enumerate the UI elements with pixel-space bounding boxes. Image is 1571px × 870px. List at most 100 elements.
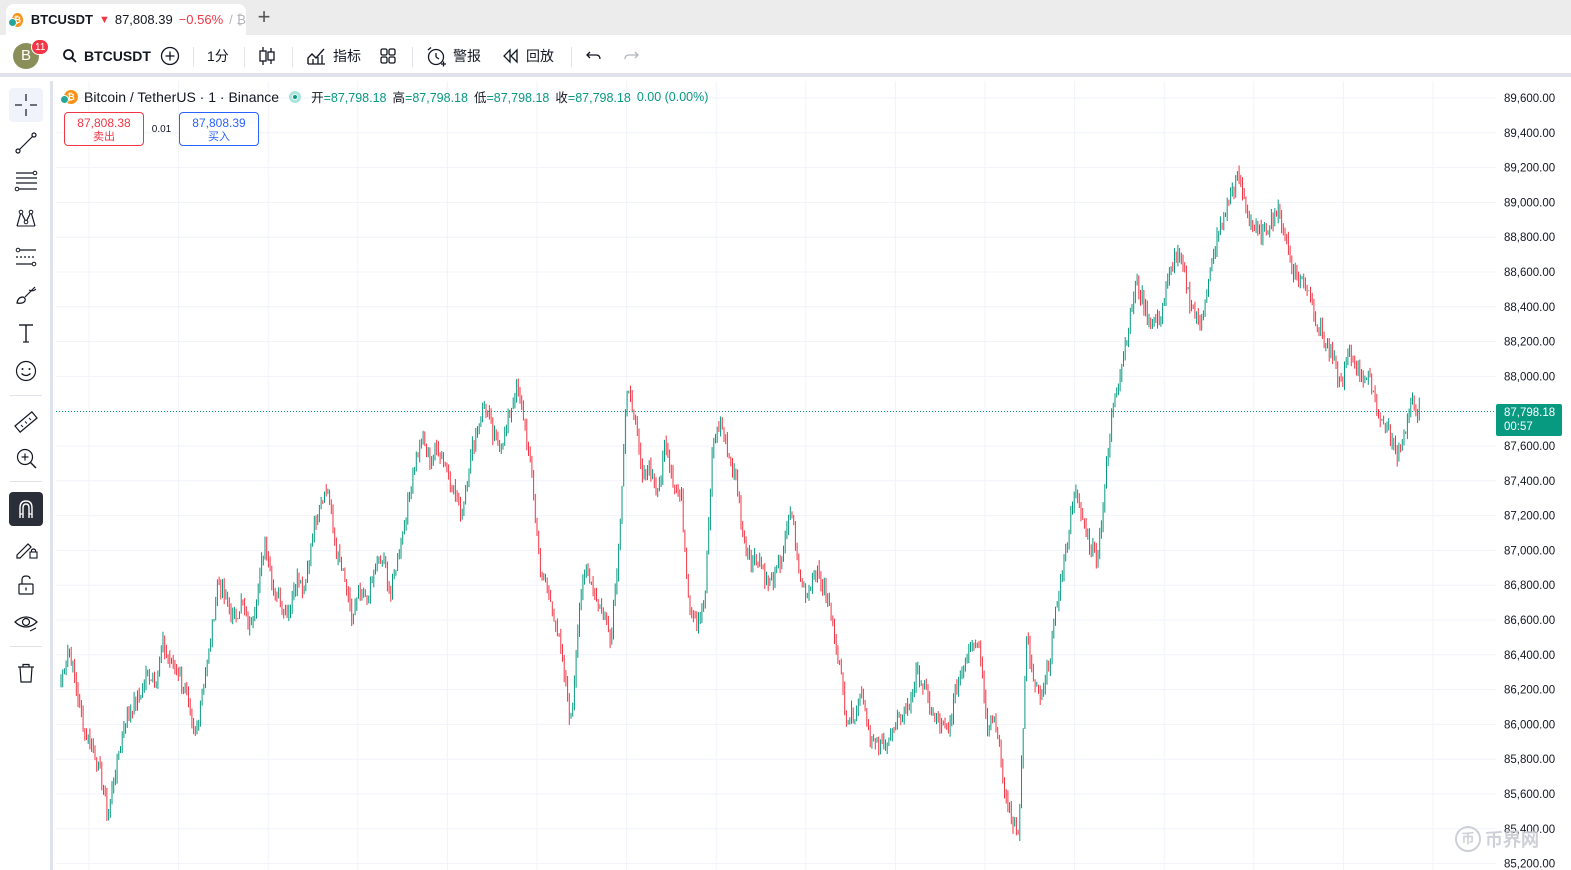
zoom-in-tool[interactable] [9, 441, 43, 475]
chart-pane[interactable]: 89,600.00 89,400.00 89,200.00 89,000.00 88,8… [56, 81, 1571, 870]
search-icon [63, 49, 77, 63]
price-axis-label: 88,600.00 [1504, 267, 1555, 279]
emoji-icon [15, 360, 37, 382]
ohlc-close: 收=87,798.18 [555, 91, 631, 105]
alert-button[interactable]: 警报 [425, 35, 481, 77]
price-axis-label: 86,800.00 [1504, 580, 1555, 592]
prediction-icon [15, 247, 37, 267]
trendline-icon [15, 132, 37, 154]
sell-button[interactable]: 87,808.38 卖出 [64, 112, 144, 146]
ohlc-change: 0.00 (0.00%) [636, 89, 709, 104]
price-axis-label: 89,200.00 [1504, 163, 1555, 175]
last-price-tag: 87,798.18 00:57 [1496, 404, 1562, 436]
spread-value: 0.01 [151, 123, 172, 135]
toolbar-divider [292, 47, 293, 67]
tab-overflow-text: / ₿ [229, 12, 246, 27]
browser-tab[interactable]: ₿ BTCUSDT ▼ 87,808.39 −0.56% / ₿ [6, 4, 246, 35]
price-axis: 89,600.00 89,400.00 89,200.00 89,000.00 88,8… [1504, 93, 1555, 870]
price-axis-label: 85,200.00 [1504, 859, 1555, 870]
crosshair-icon [15, 94, 37, 116]
top-toolbar: B 11 BTCUSDT 1分 指标 警报 回放 [0, 35, 1571, 77]
ruler-icon [14, 411, 38, 433]
candle-series [60, 165, 1420, 841]
fib-icon [14, 170, 38, 192]
alert-label: 警报 [453, 48, 481, 64]
interval-button[interactable]: 1分 [207, 35, 229, 77]
undo-icon [586, 51, 601, 60]
buy-price: 87,808.39 [192, 116, 246, 130]
bar-countdown: 00:57 [1504, 421, 1533, 433]
undo-button[interactable] [585, 35, 603, 77]
symbol-label: BTCUSDT [84, 48, 151, 64]
price-axis-label: 88,800.00 [1504, 232, 1555, 244]
indicators-button[interactable]: 指标 [305, 35, 361, 77]
toolbar-divider [10, 646, 42, 647]
watermark-text: 币界网 [1485, 830, 1539, 850]
redo-button[interactable] [622, 35, 640, 77]
tab-symbol: BTCUSDT [30, 12, 93, 27]
hide-drawings-tool[interactable] [9, 605, 43, 639]
symbol-search-button[interactable]: BTCUSDT [62, 35, 151, 77]
compare-button[interactable] [159, 35, 181, 77]
price-axis-label: 89,400.00 [1504, 128, 1555, 140]
layouts-button[interactable] [378, 35, 398, 77]
lock-icon [18, 575, 34, 595]
indicators-icon [307, 48, 325, 65]
price-axis-label: 85,600.00 [1504, 789, 1555, 801]
plus-circle-icon [160, 46, 180, 66]
magnet-tool[interactable] [9, 492, 43, 526]
candles-icon [259, 47, 275, 65]
price-axis-label: 87,200.00 [1504, 511, 1555, 523]
interval-label: 1分 [207, 48, 229, 64]
remove-drawings-tool[interactable] [9, 656, 43, 690]
buy-label: 买入 [208, 131, 230, 143]
alarm-clock-icon [427, 47, 446, 67]
symbol-title[interactable]: Bitcoin / TetherUS · 1 · Binance [84, 88, 280, 105]
last-price-value: 87,798.18 [1504, 407, 1556, 419]
brush-icon [16, 286, 37, 304]
price-axis-label: 86,600.00 [1504, 615, 1555, 627]
trash-icon [18, 663, 34, 683]
price-axis-label: 88,200.00 [1504, 337, 1555, 349]
bitcoin-icon: ₿ [8, 12, 23, 27]
pattern-icon [16, 209, 36, 227]
notification-badge: 11 [31, 39, 50, 55]
price-axis-label: 87,400.00 [1504, 476, 1555, 488]
browser-tab-strip: ₿ BTCUSDT ▼ 87,808.39 −0.56% / ₿ + [0, 0, 1571, 35]
buy-button[interactable]: 87,808.39 买入 [179, 112, 259, 146]
pattern-tool[interactable] [9, 202, 43, 236]
tab-price: 87,808.39 [114, 12, 173, 27]
toolbar-divider [10, 481, 42, 482]
price-chart[interactable]: 89,600.00 89,400.00 89,200.00 89,000.00 88,8… [56, 81, 1571, 870]
prediction-tool[interactable] [9, 240, 43, 274]
replay-button[interactable]: 回放 [502, 35, 554, 77]
price-axis-label: 87,600.00 [1504, 441, 1555, 453]
down-arrow-icon: ▼ [98, 13, 110, 26]
price-axis-label: 88,000.00 [1504, 371, 1555, 383]
text-tool[interactable] [9, 316, 43, 350]
text-icon [19, 324, 33, 343]
replay-label: 回放 [526, 48, 554, 64]
price-axis-label: 89,600.00 [1504, 93, 1555, 105]
lock-tool[interactable] [9, 568, 43, 602]
crosshair-tool[interactable] [9, 88, 43, 122]
ruler-tool[interactable] [9, 405, 43, 439]
toolbar-divider [244, 47, 245, 67]
rewind-icon [503, 48, 518, 64]
chart-legend: ₿ Bitcoin / TetherUS · 1 · Binance 开=87,… [60, 87, 709, 106]
price-axis-label: 86,200.00 [1504, 685, 1555, 697]
fib-tool[interactable] [9, 164, 43, 198]
grid-layout-icon [380, 48, 396, 64]
new-tab-button[interactable]: + [257, 4, 271, 29]
emoji-tool[interactable] [9, 354, 43, 388]
sell-price: 87,808.38 [77, 116, 131, 130]
chart-type-button[interactable] [257, 35, 277, 77]
lock-drawing-tool[interactable] [9, 531, 43, 565]
price-axis-label: 85,400.00 [1504, 824, 1555, 836]
trendline-tool[interactable] [9, 126, 43, 160]
price-axis-label: 86,000.00 [1504, 719, 1555, 731]
brush-tool[interactable] [9, 278, 43, 312]
price-axis-label: 85,800.00 [1504, 754, 1555, 766]
market-status-icon[interactable] [289, 90, 302, 103]
toolbar-divider [193, 47, 194, 67]
